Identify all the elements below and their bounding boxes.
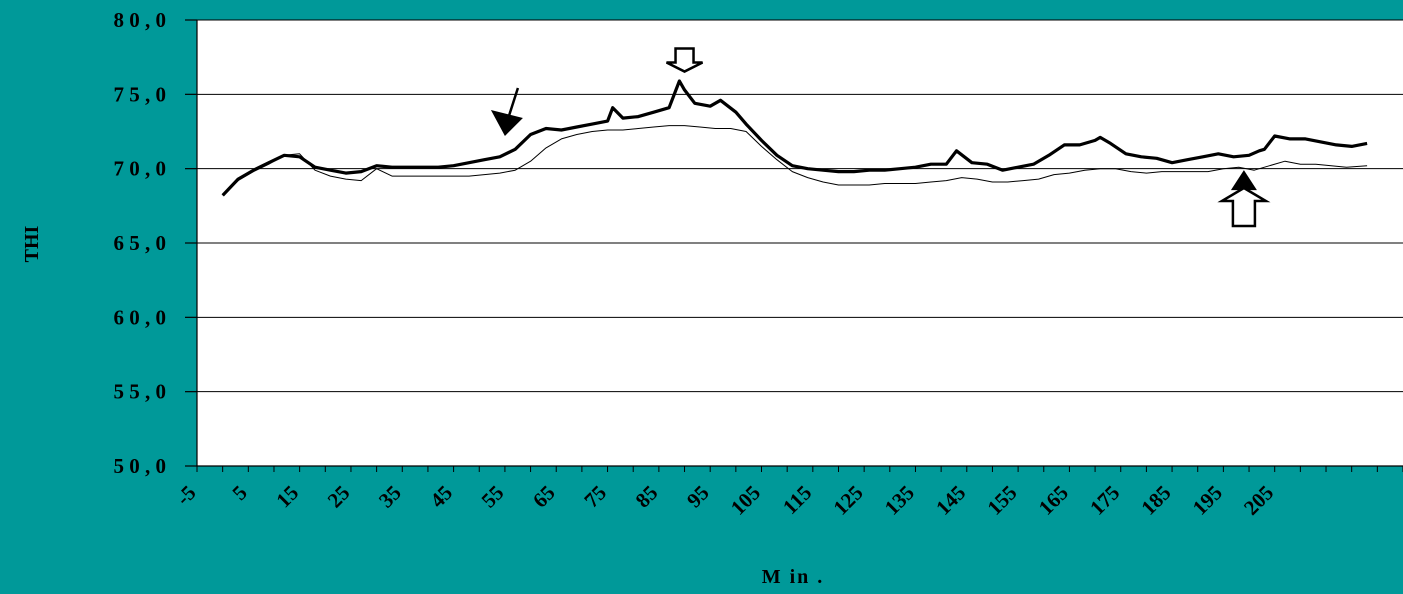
x-tick-label: 205 [1239, 481, 1278, 520]
x-tick-label: 105 [726, 481, 765, 520]
series-line-thin [222, 125, 1368, 196]
y-tick-label: 8 0 , 0 [114, 8, 167, 32]
x-tick-label: 145 [931, 481, 970, 520]
x-tick-label: 95 [682, 481, 714, 513]
x-tick-label: 85 [631, 481, 663, 513]
series-layer [221, 79, 1368, 197]
hollow-down-arrow-icon [665, 47, 704, 73]
x-tick-label: 165 [1034, 481, 1073, 520]
axes [185, 19, 1403, 472]
x-tick-labels: -5 5 15 25 35 45 55 65 75 85 95 105 115 125 135 145 155 1… [171, 481, 1278, 520]
hollow-up-arrow-icon [1217, 186, 1271, 228]
y-tick-label: 6 0 , 0 [114, 305, 167, 329]
filled-arrow-icon [490, 109, 523, 136]
x-tick-label: 175 [1085, 481, 1124, 520]
x-tick-label: 65 [528, 481, 560, 513]
x-tick-label: 15 [271, 481, 303, 513]
x-tick-label: 155 [982, 481, 1021, 520]
y-tick-label: 5 5 , 0 [114, 380, 167, 404]
y-tick-label: 7 5 , 0 [114, 82, 167, 106]
x-tick-label: 5 [227, 481, 251, 505]
x-tick-label: 185 [1136, 481, 1175, 520]
x-tick-label: -5 [171, 481, 200, 510]
y-tick-label: 6 5 , 0 [114, 231, 167, 255]
y-axis-title: THI [21, 225, 43, 262]
x-tick-label: 75 [579, 481, 611, 513]
annotation-layer [490, 47, 1271, 228]
y-tick-label: 5 0 , 0 [114, 454, 167, 478]
x-tick-label: 195 [1188, 481, 1227, 520]
x-tick-label: 55 [477, 481, 509, 513]
y-tick-label: 7 0 , 0 [114, 157, 167, 181]
x-tick-label: 25 [323, 481, 355, 513]
filled-arrow-icon [1230, 170, 1257, 191]
x-tick-label: 125 [828, 481, 867, 520]
x-tick-label: 135 [880, 481, 919, 520]
y-tick-labels: 5 0 , 0 5 5 , 0 6 0 , 0 6 5 , 0 7 0 , 0 7 5 ,… [114, 8, 167, 478]
x-tick-label: 35 [374, 481, 406, 513]
x-tick-label: 115 [778, 481, 816, 519]
series-line-thick [221, 79, 1368, 197]
filled-arrow-shaft [507, 87, 520, 117]
x-axis-title: M in . [762, 566, 825, 588]
x-tick-label: 45 [425, 481, 457, 513]
